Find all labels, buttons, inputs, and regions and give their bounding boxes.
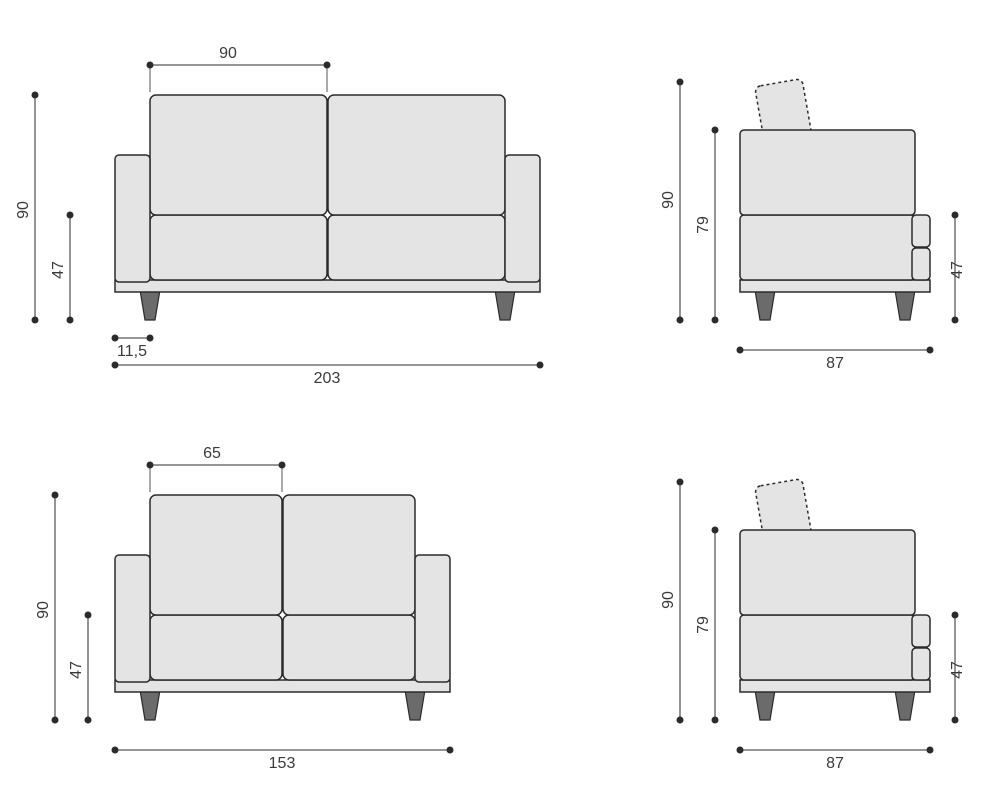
dim-total-height-small: 90	[35, 492, 59, 724]
dim-total-height-side-small: 90	[660, 479, 684, 724]
dim-label: 203	[314, 370, 341, 387]
dim-label: 65	[203, 445, 221, 462]
dim-label: 90	[35, 601, 52, 619]
dim-depth-side-small: 87	[737, 747, 934, 773]
dim-label: 47	[949, 661, 966, 679]
dim-label: 90	[660, 591, 677, 609]
dim-back-height-side-small: 79	[695, 527, 719, 724]
dim-cushion-width-small: 65	[147, 445, 286, 492]
dim-cushion-width: 90	[147, 45, 331, 92]
dim-depth-side: 87	[737, 347, 934, 373]
dim-label: 47	[50, 261, 67, 279]
dim-seat-height: 47	[50, 212, 74, 324]
dim-total-width: 203	[112, 362, 544, 388]
dim-label: 79	[695, 616, 712, 634]
dim-label: 79	[695, 216, 712, 234]
front-view-large: 90 90 47 11,5 203	[15, 45, 544, 387]
dim-total-height: 90	[15, 92, 39, 324]
side-view-large: 90 79 47 87	[660, 79, 966, 373]
dim-seat-height-small: 47	[68, 612, 92, 724]
dim-label: 90	[15, 201, 32, 219]
dim-arm-offset: 11,5	[112, 335, 154, 361]
side-view-small: 90 79 47 87	[660, 479, 966, 773]
dim-label: 47	[949, 261, 966, 279]
dim-total-height-side: 90	[660, 79, 684, 324]
dim-label: 90	[219, 45, 237, 62]
dim-label: 90	[660, 191, 677, 209]
dim-label: 47	[68, 661, 85, 679]
dim-seat-height-side-small: 47	[949, 612, 966, 724]
sofa-dimension-drawing: 90 90 47 11,5 203	[0, 0, 1000, 800]
dim-back-height-side: 79	[695, 127, 719, 324]
dim-label: 153	[269, 755, 296, 772]
dim-label: 87	[826, 755, 844, 772]
dim-total-width-small: 153	[112, 747, 454, 773]
dim-seat-height-side: 47	[949, 212, 966, 324]
dim-label: 87	[826, 355, 844, 372]
front-view-small: 65 90 47 153	[35, 445, 454, 772]
dim-label: 11,5	[117, 343, 147, 360]
